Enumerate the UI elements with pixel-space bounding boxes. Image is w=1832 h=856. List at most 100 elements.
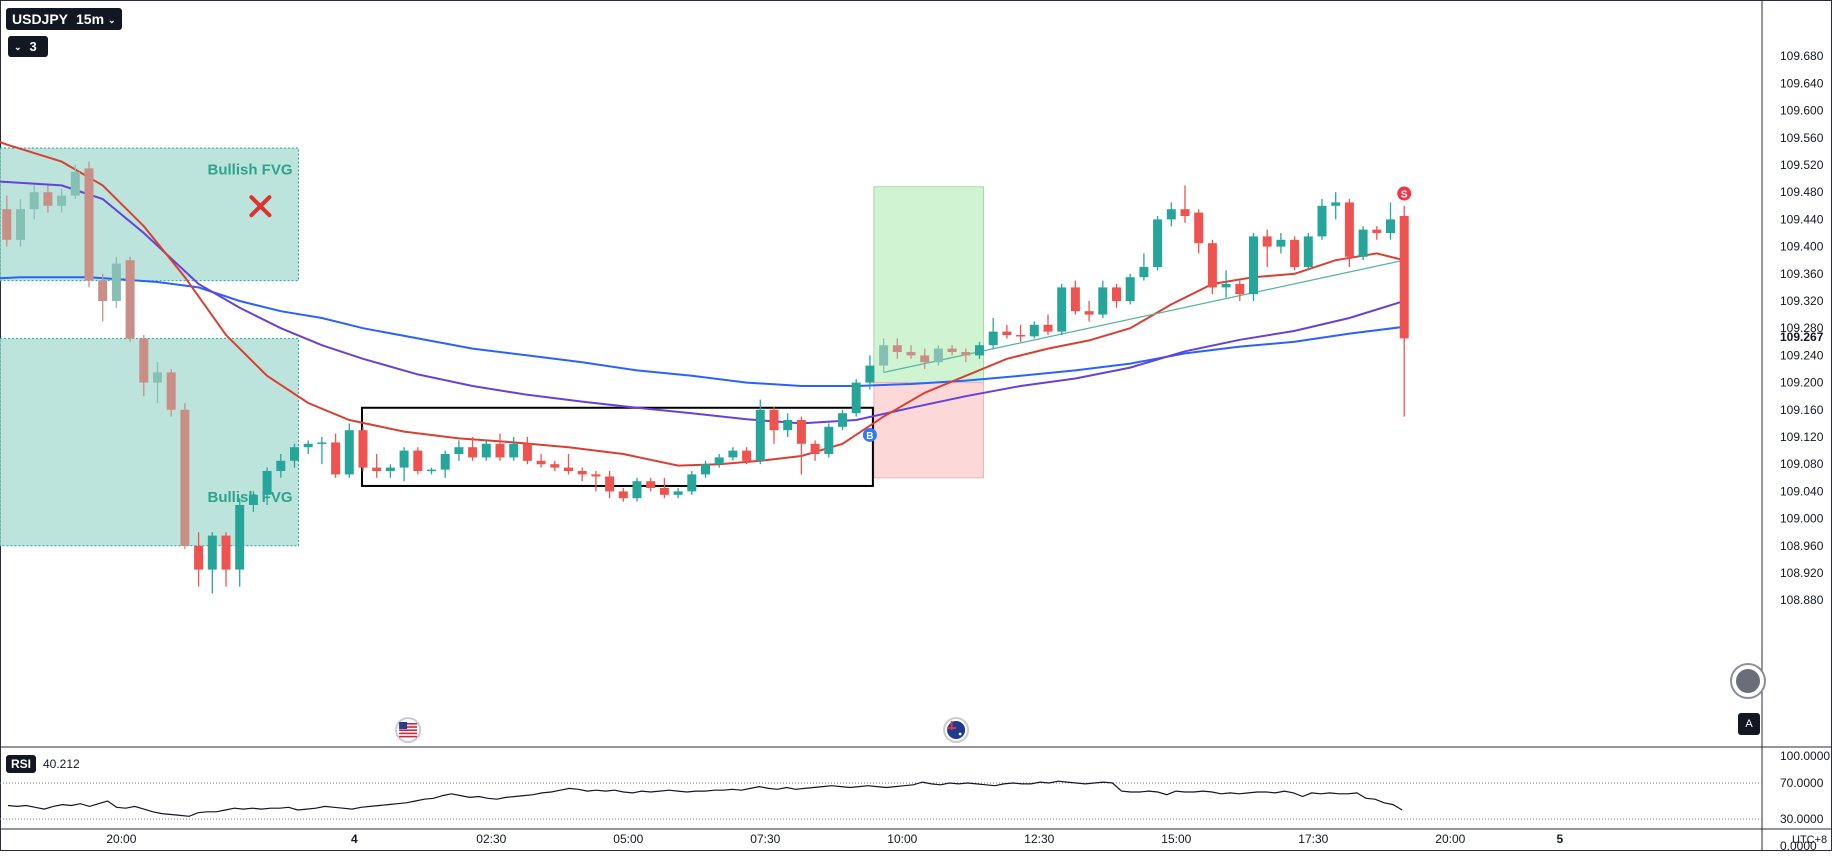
- candle-body: [385, 467, 395, 471]
- candle-body: [673, 491, 683, 495]
- candle-body: [536, 460, 546, 465]
- candle-body: [742, 450, 752, 461]
- symbol-selector[interactable]: USDJPY: [6, 8, 75, 30]
- candle-body: [988, 331, 998, 346]
- candle-body: [1344, 202, 1354, 257]
- candle-body: [495, 443, 505, 458]
- candle-body: [1194, 212, 1204, 244]
- signal-s-marker: [1397, 186, 1412, 201]
- candle-body: [262, 471, 272, 495]
- candle-body: [865, 365, 875, 383]
- candle-body: [687, 474, 697, 492]
- time-tick-label: 15:00: [1161, 832, 1191, 846]
- candle-body: [892, 345, 902, 352]
- candle-body: [577, 471, 587, 475]
- rsi-tick-label: 70.0000: [1780, 776, 1824, 790]
- candle-body: [468, 447, 478, 458]
- price-tick-label: 109.640: [1780, 76, 1824, 90]
- price-tick-label: 108.960: [1780, 539, 1824, 553]
- candle-body: [1112, 287, 1121, 301]
- candle-body: [769, 409, 779, 431]
- flag-field: [947, 721, 966, 739]
- price-tick-label: 109.400: [1780, 240, 1824, 254]
- candle-body: [98, 280, 108, 301]
- price-tick-label: 109.520: [1780, 158, 1824, 172]
- flag-canton: [399, 722, 408, 729]
- candle-body: [728, 450, 738, 458]
- price-tick-label: 109.080: [1780, 457, 1824, 471]
- candle-body: [1139, 267, 1149, 278]
- candle-body: [933, 348, 943, 363]
- candle-body: [344, 430, 354, 475]
- candle-body: [879, 345, 889, 366]
- candle-body: [1207, 243, 1217, 288]
- fvg-label: Bullish FVG: [207, 161, 292, 178]
- candle-body: [43, 192, 53, 206]
- candle-body: [303, 443, 313, 448]
- fvg-zone: [0, 337, 299, 547]
- consolidation-box: [361, 406, 874, 487]
- signal-label: S: [1401, 190, 1408, 201]
- fvg-zone: [0, 147, 299, 282]
- candle-body: [522, 443, 532, 461]
- candle-body: [1262, 236, 1272, 247]
- candle-body: [783, 420, 793, 431]
- price-tick-label: 109.040: [1780, 484, 1824, 498]
- candle-body: [1386, 219, 1395, 233]
- timeframe-selector[interactable]: 15m ⌄: [70, 8, 122, 30]
- price-tick-label: 109.440: [1780, 212, 1824, 226]
- flag-cross: [947, 721, 957, 730]
- replay-icon[interactable]: [1730, 663, 1766, 699]
- price-tick-label: 109.600: [1780, 104, 1824, 118]
- candle-body: [920, 355, 930, 363]
- price-tick-label: 108.920: [1780, 566, 1824, 580]
- rsi-tick-label: 100.0000: [1780, 749, 1830, 763]
- candle-body: [1276, 239, 1286, 247]
- candle-body: [796, 420, 806, 444]
- candle-body: [111, 263, 121, 301]
- candle-body: [1029, 324, 1039, 337]
- price-tick-label: 109.200: [1780, 376, 1824, 390]
- candle-body: [1180, 209, 1190, 216]
- rsi-value: 40.212: [43, 757, 80, 771]
- rsi-line: [7, 780, 1403, 817]
- indicators-toggle[interactable]: ⌄ 3: [8, 36, 48, 57]
- candle-body: [564, 467, 573, 471]
- price-tick-label: 109.000: [1780, 512, 1824, 526]
- ma-line-2: [0, 141, 1405, 467]
- rsi-tick-label: 0.0000: [1780, 839, 1817, 851]
- candle-body: [331, 442, 341, 475]
- candle-body: [1084, 311, 1094, 315]
- candle-body: [1235, 284, 1245, 295]
- candle-body: [481, 443, 491, 458]
- candle-body: [235, 505, 245, 570]
- candle-body: [1070, 287, 1080, 312]
- signal-b-marker: [862, 427, 877, 442]
- candle-body: [372, 467, 382, 471]
- auto-scale-icon[interactable]: A: [1738, 713, 1760, 735]
- candle-body: [194, 545, 204, 570]
- candle-body: [838, 413, 847, 427]
- price-tick-label: 109.360: [1780, 267, 1824, 281]
- candle-body: [1166, 209, 1176, 220]
- candle-body: [125, 260, 135, 339]
- candle-body: [947, 348, 957, 352]
- candle-body: [618, 491, 628, 499]
- candle-body: [810, 443, 820, 454]
- ma-line-3: [883, 259, 1405, 373]
- candle-body: [1221, 284, 1231, 288]
- signal-label: B: [866, 431, 873, 442]
- rsi-tick-label: 30.0000: [1780, 812, 1824, 826]
- flag-stripe: [399, 726, 418, 728]
- rsi-label[interactable]: RSI: [6, 755, 37, 773]
- candle-body: [659, 488, 669, 495]
- candle-body: [427, 469, 436, 472]
- candle-body: [906, 352, 916, 356]
- symbol-label: USDJPY: [12, 11, 69, 27]
- timeframe-label: 15m: [76, 11, 105, 27]
- invalidation-x-icon: [249, 195, 272, 218]
- candle-body: [1290, 239, 1300, 267]
- candle-body: [57, 195, 67, 206]
- candle-body: [1303, 236, 1313, 267]
